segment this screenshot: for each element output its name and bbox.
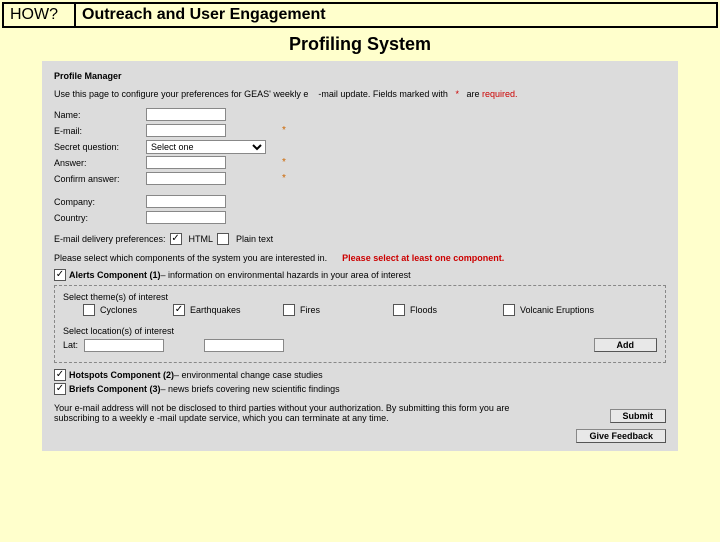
confirm-label: Confirm answer:: [54, 174, 146, 184]
lon-input[interactable]: [204, 339, 284, 352]
plain-label: Plain text: [236, 234, 273, 244]
lat-input[interactable]: [84, 339, 164, 352]
country-input[interactable]: [146, 211, 226, 224]
answer-label: Answer:: [54, 158, 146, 168]
comp3-checkbox[interactable]: ✓: [54, 383, 66, 395]
volcanic-label: Volcanic Eruptions: [520, 305, 594, 315]
comp2-desc: – environmental change case studies: [174, 370, 323, 380]
feedback-button[interactable]: Give Feedback: [576, 429, 666, 443]
instr-b: Please select at least one component.: [342, 253, 504, 263]
html-label: HTML: [189, 234, 214, 244]
comp3-row: ✓ Briefs Component (3) – news briefs cov…: [54, 383, 666, 395]
comp2-row: ✓ Hotspots Component (2) – environmental…: [54, 369, 666, 381]
comp3-name: Briefs Component (3): [69, 384, 161, 394]
star-icon: *: [282, 157, 286, 168]
loc-label: Select location(s) of interest: [63, 326, 657, 336]
html-checkbox[interactable]: ✓: [170, 233, 182, 245]
answer-input[interactable]: [146, 156, 226, 169]
how-label: HOW?: [4, 4, 76, 26]
plain-checkbox[interactable]: [217, 233, 229, 245]
comp2-checkbox[interactable]: ✓: [54, 369, 66, 381]
company-input[interactable]: [146, 195, 226, 208]
comp1-row: ✓ Alerts Component (1) – information on …: [54, 269, 666, 281]
star-icon: *: [282, 125, 286, 136]
secret-label: Secret question:: [54, 142, 146, 152]
intro-star: *: [455, 89, 459, 99]
cyclones-checkbox[interactable]: [83, 304, 95, 316]
name-input[interactable]: [146, 108, 226, 121]
comp1-checkbox[interactable]: ✓: [54, 269, 66, 281]
component-instruction: Please select which components of the sy…: [54, 253, 666, 263]
cyclones-label: Cyclones: [100, 305, 137, 315]
earthquakes-label: Earthquakes: [190, 305, 241, 315]
intro-a: Use this page to configure your preferen…: [54, 89, 308, 99]
floods-label: Floods: [410, 305, 437, 315]
name-label: Name:: [54, 110, 146, 120]
comp1-desc: – information on environmental hazards i…: [161, 270, 411, 280]
confirm-input[interactable]: [146, 172, 226, 185]
comp3-desc: – news briefs covering new scientific fi…: [161, 384, 340, 394]
page-subtitle: Profiling System: [0, 34, 720, 55]
header-title: Outreach and User Engagement: [76, 4, 716, 26]
themes-box: Select theme(s) of interest Cyclones ✓ E…: [54, 285, 666, 363]
delivery-label: E-mail delivery preferences:: [54, 234, 166, 244]
disclaimer-block: Your e-mail address will not be disclose…: [54, 403, 666, 423]
email-label: E-mail:: [54, 126, 146, 136]
intro-c: are: [466, 89, 479, 99]
lat-label: Lat:: [63, 340, 78, 350]
instr-a: Please select which components of the sy…: [54, 253, 327, 263]
floods-checkbox[interactable]: [393, 304, 405, 316]
add-button[interactable]: Add: [594, 338, 658, 352]
fires-checkbox[interactable]: [283, 304, 295, 316]
delivery-row: E-mail delivery preferences: ✓ HTML Plai…: [54, 233, 666, 245]
intro-text: Use this page to configure your preferen…: [54, 89, 666, 99]
country-label: Country:: [54, 213, 146, 223]
intro-req: required.: [482, 89, 518, 99]
company-label: Company:: [54, 197, 146, 207]
themes-label: Select theme(s) of interest: [63, 292, 657, 302]
comp1-name: Alerts Component (1): [69, 270, 161, 280]
earthquakes-checkbox[interactable]: ✓: [173, 304, 185, 316]
secret-select[interactable]: Select one: [146, 140, 266, 154]
intro-b: -mail update. Fields marked with: [318, 89, 448, 99]
panel-title: Profile Manager: [54, 71, 666, 81]
submit-button[interactable]: Submit: [610, 409, 667, 423]
volcanic-checkbox[interactable]: [503, 304, 515, 316]
star-icon: *: [282, 173, 286, 184]
comp2-name: Hotspots Component (2): [69, 370, 174, 380]
header-bar: HOW? Outreach and User Engagement: [2, 2, 718, 28]
email-input[interactable]: [146, 124, 226, 137]
profile-panel: Profile Manager Use this page to configu…: [42, 61, 678, 451]
disclaimer-text: Your e-mail address will not be disclose…: [54, 403, 524, 423]
fires-label: Fires: [300, 305, 320, 315]
